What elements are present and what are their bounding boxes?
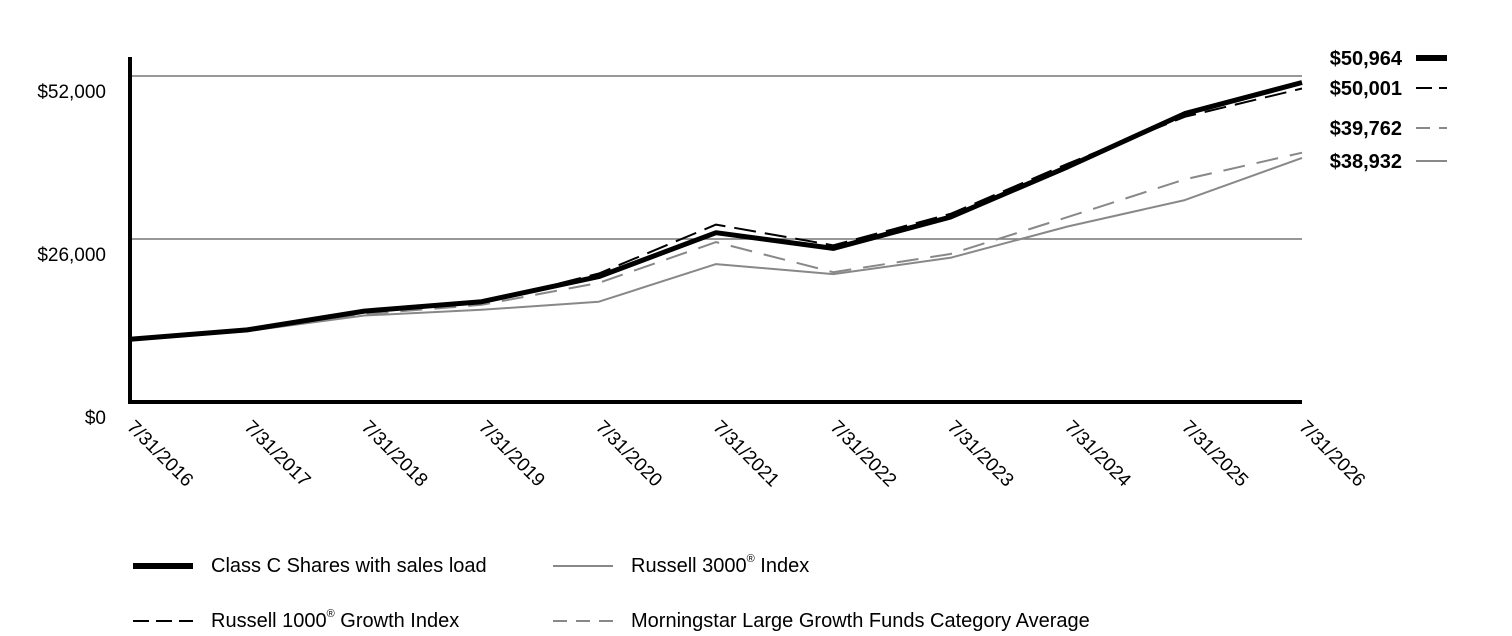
x-tick-label: 7/31/2020 [591, 417, 666, 492]
x-tick-label: 7/31/2019 [474, 417, 549, 492]
x-tick-label: 7/31/2016 [122, 417, 197, 492]
x-tick-label: 7/31/2018 [357, 417, 432, 492]
end-value-label: $39,762 [1330, 118, 1402, 140]
series-lines [129, 80, 1303, 342]
x-tick-label: 7/31/2017 [240, 417, 315, 492]
y-tick-label: $52,000 [37, 82, 106, 103]
x-tick-label: 7/31/2021 [708, 417, 783, 492]
x-axis-ticks: 7/31/2016 7/31/2017 7/31/2018 7/31/2019 7/31… [122, 417, 1369, 492]
gridlines [130, 75, 1302, 240]
y-tick-label: $0 [85, 408, 106, 429]
x-tick-label: 7/31/2023 [943, 417, 1018, 492]
series-line [129, 80, 1303, 342]
end-value-labels: $50,964 $50,001 $39,762 $38,932 [1330, 48, 1447, 173]
x-tick-label: 7/31/2026 [1294, 417, 1369, 492]
end-value-label: $50,964 [1330, 48, 1403, 70]
x-tick-label: 7/31/2022 [826, 417, 901, 492]
y-axis-ticks: $0 $26,000 $52,000 [37, 82, 106, 429]
axes [128, 57, 1302, 404]
series-line [129, 156, 1303, 341]
end-value-label: $38,932 [1330, 151, 1402, 173]
series-line [129, 151, 1303, 341]
x-tick-label: 7/31/2025 [1177, 417, 1252, 492]
y-tick-label: $26,000 [37, 245, 106, 266]
x-tick-label: 7/31/2024 [1060, 417, 1135, 492]
end-value-label: $50,001 [1330, 78, 1402, 100]
